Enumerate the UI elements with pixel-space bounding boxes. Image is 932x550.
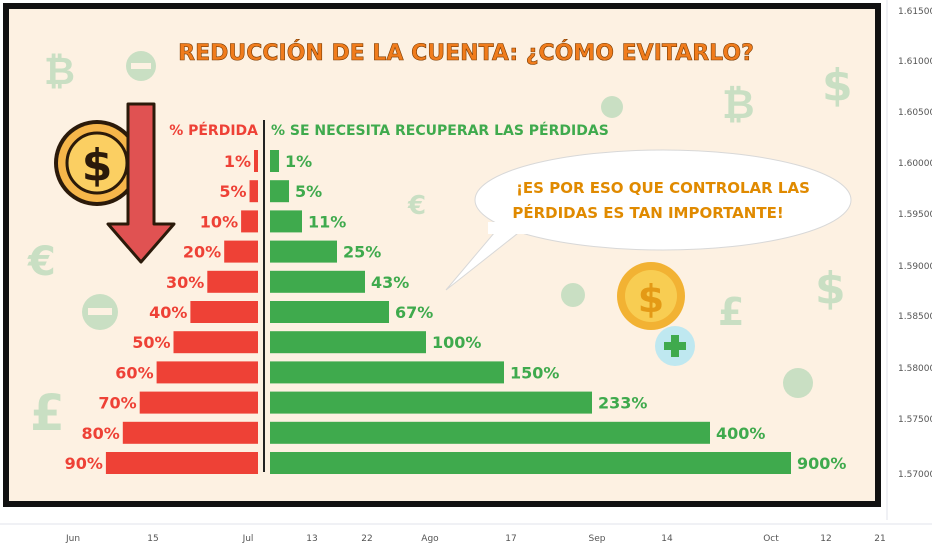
price-tick-label: 1.60500 [898,108,932,118]
recover-label: 43% [371,273,409,292]
loss-bar [156,361,258,384]
plus-circle-icon [783,368,813,398]
loss-bar [173,331,258,354]
plus-circle-icon [561,283,585,307]
background-panel [8,8,876,502]
recover-bar [270,270,365,293]
euro-icon: € [407,191,426,221]
recover-bar [270,210,302,233]
down-arrow-icon [106,102,176,264]
time-axis: Jun 15 Jul 13 22 Ago 17 Sep 14 Oct 12 21 [65,534,886,544]
recover-bar [270,180,289,203]
recover-label: 400% [716,424,765,443]
recover-bar [270,391,592,414]
time-tick-label: Sep [589,534,606,544]
recover-bar [270,301,389,323]
loss-bar [207,270,258,293]
recover-label: 233% [598,394,647,413]
price-tick-label: 1.60000 [898,159,932,169]
price-tick-label: 1.57000 [898,470,932,480]
header-recover: % SE NECESITA RECUPERAR LAS PÉRDIDAS [271,122,609,139]
time-tick-label: 15 [147,534,158,544]
loss-bar [190,301,258,323]
time-tick-label: 12 [820,534,831,544]
speech-bubble: ¡ES POR ESO QUE CONTROLAR LAS PÉRDIDAS E… [445,149,852,291]
time-tick-label: Jun [65,534,80,544]
recover-bar [270,150,279,172]
recover-bar [270,361,504,384]
time-tick-label: Ago [421,534,439,544]
pound-icon: £ [30,384,65,442]
bitcoin-icon: ₿ [44,49,75,93]
loss-label: 1% [224,152,251,171]
loss-bar [224,240,258,263]
loss-label: 50% [132,333,170,352]
image-frame [3,3,881,507]
price-axis: 1.61500 1.61000 1.60500 1.60000 1.59500 1.590… [898,7,932,480]
price-tick-label: 1.61000 [898,57,932,67]
recover-bar [270,421,710,444]
time-tick-label: Oct [763,534,779,544]
price-tick-label: 1.58000 [898,364,932,374]
loss-bar [122,421,258,444]
price-tick-label: 1.59500 [898,210,932,220]
loss-label: 10% [200,212,238,231]
dollar-sign-icon: $ [815,263,846,314]
loss-label: 80% [82,424,120,443]
time-tick-label: 17 [505,534,516,544]
loss-bar [249,180,258,203]
price-tick-label: 1.58500 [898,312,932,322]
price-tick-label: 1.57500 [898,415,932,425]
dollar-coin-icon: $ [54,120,140,206]
loss-label: 20% [183,243,221,262]
recover-label: 100% [432,333,481,352]
recover-label: 1% [285,152,312,171]
loss-bar [241,210,258,233]
dollar-sign-icon: $ [822,60,853,111]
plus-circle-icon [601,96,623,118]
time-tick-label: 13 [306,534,317,544]
time-tick-label: 21 [874,534,885,544]
bitcoin-icon: ₿ [722,82,755,128]
header-loss: % PÉRDIDA [169,122,258,139]
bubble-line-2: PÉRDIDAS ES TAN IMPORTANTE! [512,203,783,222]
loss-bar [254,150,258,172]
recover-bar [270,240,337,263]
recover-label: 900% [797,454,846,473]
svg-text:$: $ [82,140,113,191]
loss-label: 30% [166,273,204,292]
loss-bar [105,452,259,474]
recover-label: 11% [308,212,346,231]
svg-text:$: $ [638,277,664,321]
recover-label: 67% [395,303,433,322]
recover-bar [270,331,426,354]
recover-bar [270,452,791,474]
chart-title: REDUCCIÓN DE LA CUENTA: ¿CÓMO EVITARLO? [178,40,754,66]
loss-label: 5% [219,182,246,201]
loss-label: 40% [149,303,187,322]
price-tick-label: 1.59000 [898,262,932,272]
loss-bar [139,391,258,414]
bars-group: 1% 1% 5% 5% 10% 11% 20% 25% 30% 43% 40% 67% 50% 100% 6… [65,150,846,474]
recover-label: 25% [343,243,381,262]
watermark-icons: ₿ € £ $ ₿ € $ £ [27,49,853,442]
recover-label: 150% [510,363,559,382]
loss-label: 60% [115,363,153,382]
euro-icon: € [27,239,56,285]
pound-icon: £ [718,290,744,334]
recover-label: 5% [295,182,322,201]
bubble-line-1: ¡ES POR ESO QUE CONTROLAR LAS [516,179,810,197]
time-tick-label: Jul [242,534,254,544]
dollar-coin-plus-icon: $ [617,262,695,366]
loss-label: 90% [65,454,103,473]
time-tick-label: 14 [661,534,673,544]
loss-label: 70% [98,394,136,413]
price-tick-label: 1.61500 [898,7,932,17]
time-tick-label: 22 [361,534,372,544]
